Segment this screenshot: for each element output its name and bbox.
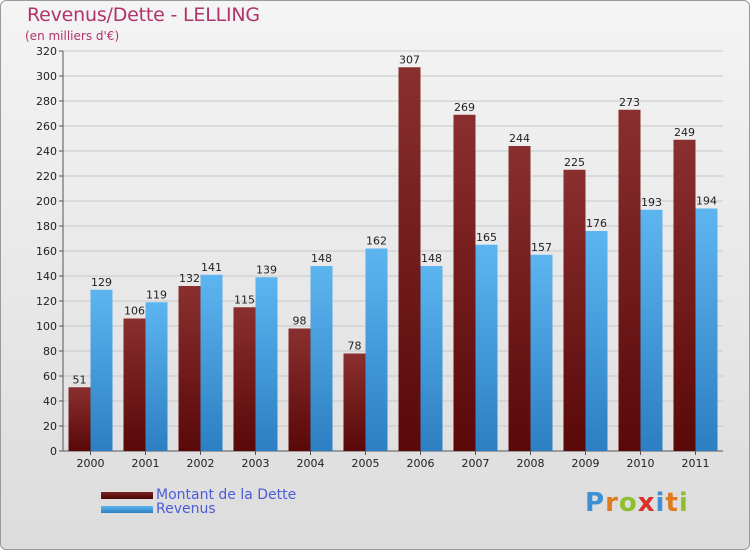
bar-dette (68, 387, 91, 451)
bar-dette (123, 318, 146, 451)
data-label-revenus: 129 (91, 276, 112, 289)
data-label-dette: 225 (564, 156, 585, 169)
bar-revenus (310, 266, 333, 451)
logo-letter: o (618, 488, 638, 518)
bar-dette (398, 67, 421, 451)
bar-dette (563, 169, 586, 451)
bar-revenus (145, 302, 168, 451)
bar-revenus (420, 266, 443, 451)
x-tick-label: 2000 (77, 457, 105, 470)
data-label-revenus: 139 (256, 263, 277, 276)
proxiti-logo: Proxiti (585, 488, 689, 518)
logo-letter: P (585, 488, 606, 518)
data-label-revenus: 119 (146, 288, 167, 301)
y-tick-label: 140 (36, 270, 57, 283)
data-label-revenus: 148 (421, 252, 442, 265)
y-tick-label: 20 (43, 420, 57, 433)
bar-revenus (255, 277, 278, 451)
data-label-dette: 98 (293, 315, 307, 328)
bar-revenus (585, 231, 608, 451)
data-label-dette: 132 (179, 272, 200, 285)
y-tick-label: 120 (36, 295, 57, 308)
chart-title: Revenus/Dette - LELLING (27, 4, 260, 26)
bar-dette (343, 353, 366, 451)
x-tick-label: 2009 (572, 457, 600, 470)
y-tick-label: 80 (43, 345, 57, 358)
x-tick-label: 2003 (242, 457, 270, 470)
bar-revenus (90, 289, 113, 451)
x-tick-label: 2006 (407, 457, 435, 470)
logo-letter: t (665, 488, 679, 518)
bar-dette (233, 307, 256, 451)
bar-revenus (365, 248, 388, 451)
x-tick-label: 2002 (187, 457, 215, 470)
y-tick-label: 160 (36, 245, 57, 258)
data-label-revenus: 194 (696, 195, 717, 208)
chart-subtitle: (en milliers d'€) (25, 29, 120, 43)
x-tick-label: 2010 (627, 457, 655, 470)
legend-swatch-revenus (101, 505, 153, 513)
bar-dette (618, 109, 641, 451)
data-label-dette: 244 (509, 132, 530, 145)
data-label-revenus: 193 (641, 196, 662, 209)
x-tick-label: 2011 (682, 457, 710, 470)
bar-revenus (530, 254, 553, 451)
y-tick-label: 0 (50, 445, 57, 458)
data-label-revenus: 165 (476, 231, 497, 244)
x-tick-label: 2005 (352, 457, 380, 470)
x-tick-label: 2008 (517, 457, 545, 470)
bar-dette (673, 139, 696, 451)
y-tick-label: 240 (36, 145, 57, 158)
y-tick-label: 40 (43, 395, 57, 408)
y-tick-label: 100 (36, 320, 57, 333)
y-tick-label: 60 (43, 370, 57, 383)
data-label-dette: 106 (124, 305, 145, 318)
legend-swatch-dette (101, 491, 153, 499)
data-label-revenus: 148 (311, 252, 332, 265)
y-tick-label: 320 (36, 45, 57, 58)
bar-revenus (475, 244, 498, 451)
data-label-dette: 269 (454, 101, 475, 114)
y-tick-label: 280 (36, 95, 57, 108)
bar-dette (178, 286, 201, 451)
bar-revenus (640, 209, 663, 451)
legend-item-revenus: Revenus (101, 501, 216, 517)
bar-revenus (200, 274, 223, 451)
bar-dette (508, 146, 531, 451)
data-label-revenus: 157 (531, 241, 552, 254)
y-tick-label: 260 (36, 120, 57, 133)
data-label-revenus: 162 (366, 235, 387, 248)
data-label-dette: 78 (348, 340, 362, 353)
x-tick-label: 2001 (132, 457, 160, 470)
y-tick-label: 180 (36, 220, 57, 233)
legend-label-dette: Montant de la Dette (156, 487, 297, 503)
data-label-revenus: 141 (201, 261, 222, 274)
data-label-revenus: 176 (586, 217, 607, 230)
bar-dette (288, 328, 311, 451)
y-tick-label: 220 (36, 170, 57, 183)
data-label-dette: 307 (399, 53, 420, 66)
logo-letter: r (605, 488, 619, 518)
data-label-dette: 273 (619, 96, 640, 109)
bar-dette (453, 114, 476, 451)
y-tick-label: 300 (36, 70, 57, 83)
data-label-dette: 51 (73, 373, 87, 386)
logo-letter: x (637, 488, 656, 518)
logo-letter: i (678, 488, 689, 518)
x-tick-label: 2004 (297, 457, 325, 470)
logo-letter: i (655, 488, 666, 518)
legend-item-dette: Montant de la Dette (101, 487, 296, 503)
data-label-dette: 115 (234, 293, 255, 306)
bar-revenus (695, 208, 718, 451)
x-tick-label: 2007 (462, 457, 490, 470)
data-label-dette: 249 (674, 126, 695, 139)
legend-label-revenus: Revenus (156, 501, 216, 517)
y-tick-label: 200 (36, 195, 57, 208)
